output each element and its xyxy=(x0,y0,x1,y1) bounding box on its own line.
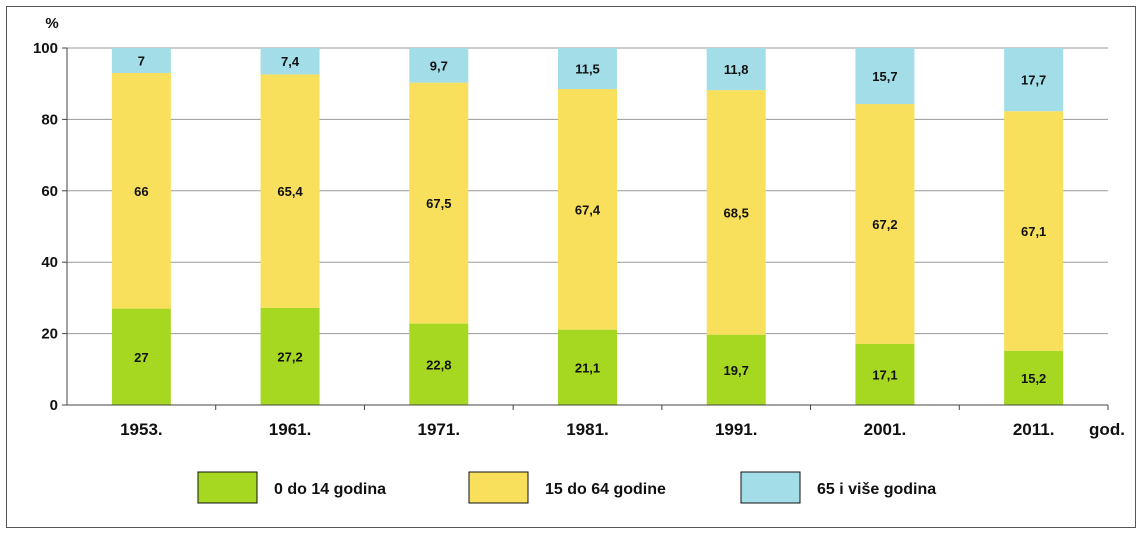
chart-frame xyxy=(6,6,1136,528)
bar-segment xyxy=(409,82,469,324)
data-label: 68,5 xyxy=(724,205,749,220)
y-tick-label: 80 xyxy=(41,111,58,128)
bar-segment xyxy=(409,48,469,83)
data-label: 21,1 xyxy=(575,360,600,375)
legend-swatch xyxy=(740,471,801,504)
bar-segment xyxy=(855,104,915,344)
legend-label: 0 do 14 godina xyxy=(274,481,386,498)
data-label: 15,7 xyxy=(872,69,897,84)
bar-segment xyxy=(706,90,766,335)
bar-segment xyxy=(706,334,766,405)
data-label: 7,4 xyxy=(281,54,300,69)
data-label: 17,1 xyxy=(872,367,897,382)
y-tick-label: 60 xyxy=(41,183,58,200)
bars xyxy=(111,48,1064,405)
bar-segment xyxy=(260,307,320,405)
data-label: 67,1 xyxy=(1021,224,1046,239)
x-category-label: 2011. xyxy=(1013,420,1055,439)
bar-segment xyxy=(558,48,617,90)
bar-segment xyxy=(409,323,469,405)
bar-segment xyxy=(855,343,915,405)
data-label: 7 xyxy=(138,53,145,68)
x-category-label: 1991. xyxy=(715,420,758,439)
y-tick-label: 100 xyxy=(33,40,58,57)
legend: 0 do 14 godina 15 do 64 godine 65 i više g… xyxy=(197,471,936,504)
legend-label: 15 do 64 godine xyxy=(545,481,666,498)
bar-segment xyxy=(111,72,171,309)
bar-segment xyxy=(1004,48,1064,112)
data-label: 11,8 xyxy=(724,62,749,77)
x-category-label: 2001. xyxy=(864,420,907,439)
bar-segment xyxy=(1004,111,1064,351)
bar-segment xyxy=(706,48,766,91)
bar-segment xyxy=(558,89,617,330)
bar-segment xyxy=(855,48,915,105)
data-label: 27,2 xyxy=(277,349,302,364)
y-tick-labels: 0 20 40 60 80 100 xyxy=(33,40,58,414)
data-label: 65,4 xyxy=(277,184,303,199)
data-label: 67,5 xyxy=(426,196,451,211)
data-label: 22,8 xyxy=(426,357,451,372)
legend-label: 65 i više godina xyxy=(817,481,936,498)
x-category-label: 1981. xyxy=(566,420,609,439)
data-label: 19,7 xyxy=(724,363,749,378)
data-label: 9,7 xyxy=(430,58,448,73)
x-axis-label: god. xyxy=(1089,420,1125,439)
axes xyxy=(62,47,1109,410)
y-tick-label: 40 xyxy=(41,254,58,271)
x-category-label: 1961. xyxy=(269,420,312,439)
bar-segment xyxy=(558,329,617,405)
legend-swatch xyxy=(197,471,258,504)
y-axis-label: % xyxy=(45,15,58,32)
data-label: 66 xyxy=(134,184,148,199)
legend-swatch xyxy=(468,471,529,504)
data-label: 67,2 xyxy=(872,217,897,232)
data-label: 67,4 xyxy=(575,202,601,217)
x-category-label: 1953. xyxy=(120,420,163,439)
bar-segment xyxy=(1004,350,1064,405)
x-category-label: 1971. xyxy=(418,420,461,439)
bar-segment xyxy=(111,308,171,405)
bar-segment xyxy=(260,74,320,308)
y-tick-label: 20 xyxy=(41,326,58,343)
y-tick-label: 0 xyxy=(50,397,58,414)
data-label: 17,7 xyxy=(1021,73,1046,88)
data-label: 27 xyxy=(134,350,148,365)
data-labels: 27 66 7 27,2 65,4 7,4 22,8 67,5 9,7 21,1 67,4 11,5 1… xyxy=(134,53,1046,385)
x-category-labels: 1953. 1961. 1971. 1981. 1991. 2001. 2011. xyxy=(120,420,1054,439)
data-label: 15,2 xyxy=(1021,371,1046,386)
bar-segment xyxy=(111,48,171,73)
data-label: 11,5 xyxy=(575,62,600,77)
bar-segment xyxy=(260,48,320,75)
